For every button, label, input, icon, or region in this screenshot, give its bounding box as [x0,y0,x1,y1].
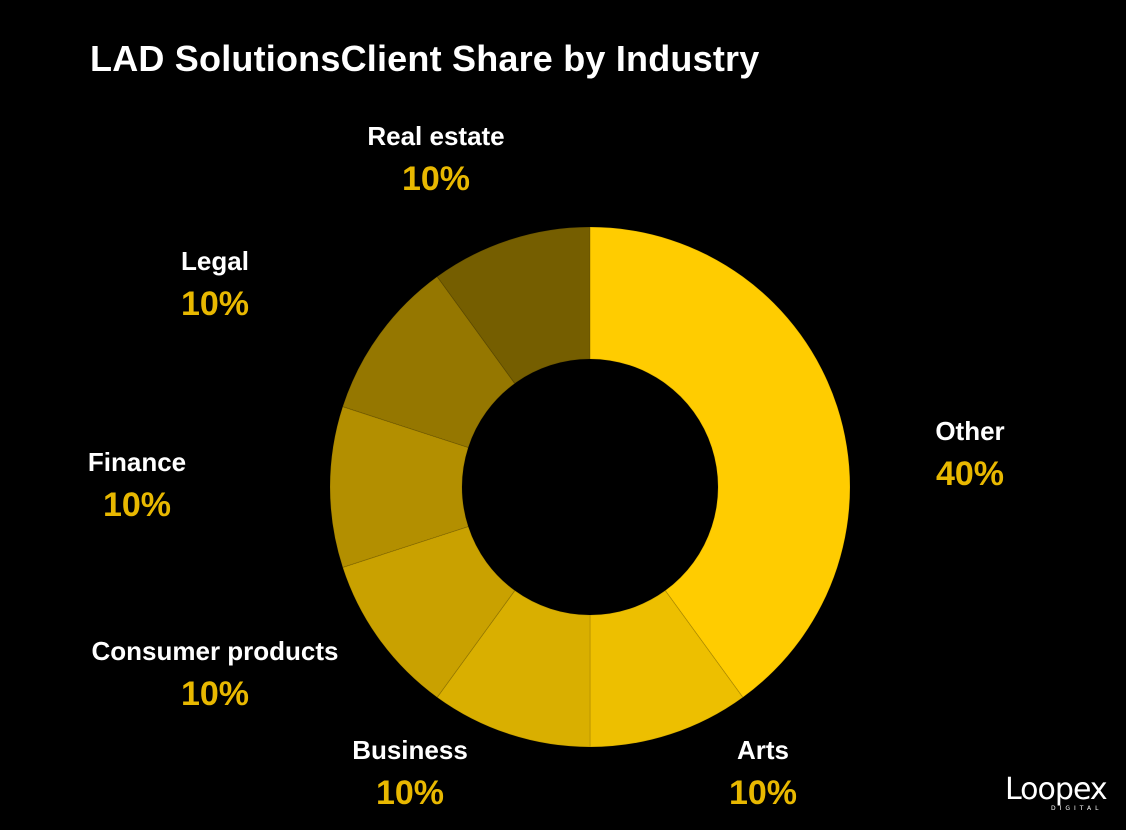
slice-real-estate [436,226,591,385]
chart-title: LAD SolutionsClient Share by Industry [90,38,760,79]
slice-value-arts: 10% [729,774,797,812]
slice-legal [342,275,516,449]
slice-value-legal: 10% [181,285,249,323]
slice-label-consumer-products: Consumer products [91,636,338,666]
slice-value-finance: 10% [103,486,171,524]
donut-slices [329,226,851,748]
slice-label-arts: Arts [737,735,789,765]
logo-subtext: DIGITAL [1051,805,1103,812]
slice-finance [329,406,469,568]
slice-label-real-estate: Real estate [367,121,504,151]
slice-labels: Other 40% Arts 10% Business 10% Consumer produ… [88,121,1005,812]
slice-label-business: Business [352,735,468,765]
logo-wordmark: Loopex [1005,772,1108,807]
slice-arts [589,589,744,748]
slice-label-legal: Legal [181,246,249,276]
slice-label-finance: Finance [88,447,186,477]
slice-consumer-products [342,525,516,699]
slice-other [589,226,851,699]
slice-value-real-estate: 10% [402,160,470,198]
slice-value-consumer-products: 10% [181,675,249,713]
slice-value-business: 10% [376,774,444,812]
loopex-logo: Loopex DIGITAL [1005,775,1115,821]
slice-value-other: 40% [936,455,1004,493]
slice-label-other: Other [935,416,1004,446]
slice-business [436,589,591,748]
